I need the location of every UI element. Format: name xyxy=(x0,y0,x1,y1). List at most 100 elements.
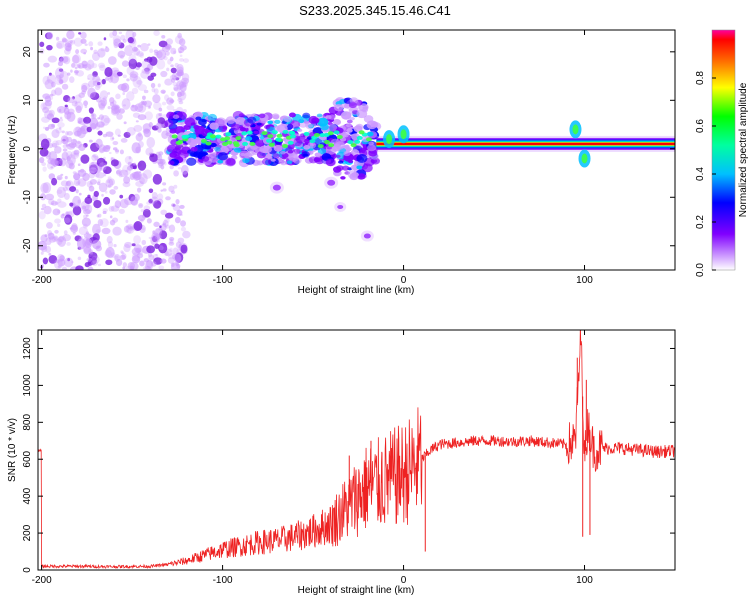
noise-blob xyxy=(42,166,47,172)
noise-blob xyxy=(121,251,125,255)
noise-blob xyxy=(180,226,187,232)
noise-blob xyxy=(72,205,82,216)
noise-blob xyxy=(93,199,102,209)
noise-blob xyxy=(151,236,158,243)
noise-blob xyxy=(128,156,132,160)
band-core-blob xyxy=(289,134,296,139)
noise-blob xyxy=(62,38,68,43)
band-blob xyxy=(190,146,198,152)
noise-blob xyxy=(137,84,148,91)
noise-blob xyxy=(125,219,129,223)
noise-blob xyxy=(73,152,79,157)
band-blob xyxy=(225,157,236,167)
noise-blob xyxy=(129,261,139,270)
band-blob xyxy=(356,109,368,119)
noise-blob xyxy=(152,230,156,235)
band-blob xyxy=(214,146,221,152)
band-blob xyxy=(280,150,286,155)
band-blob xyxy=(167,160,175,166)
band-blob xyxy=(343,144,350,149)
band-blob xyxy=(228,144,235,149)
noise-blob xyxy=(114,254,121,262)
snr-frame xyxy=(37,329,676,571)
noise-blob xyxy=(152,94,161,104)
noise-blob xyxy=(154,243,160,249)
disturbance-core xyxy=(572,124,579,135)
noise-blob xyxy=(179,91,185,97)
noise-blob xyxy=(67,39,71,42)
noise-blob xyxy=(74,130,82,137)
noise-blob xyxy=(54,218,61,224)
noise-blob xyxy=(171,203,176,208)
noise-blob xyxy=(114,255,119,260)
noise-blob xyxy=(171,190,176,194)
noise-blob xyxy=(92,75,101,83)
noise-blob xyxy=(136,51,144,57)
noise-blob xyxy=(104,47,110,53)
noise-blob xyxy=(39,156,45,164)
noise-blob xyxy=(51,203,55,206)
noise-blob xyxy=(109,215,113,219)
spectrogram-y-tick-label: 20 xyxy=(22,46,33,58)
noise-blob xyxy=(165,196,171,201)
band-core-blob xyxy=(205,141,212,146)
noise-blob xyxy=(115,170,121,175)
noise-blob xyxy=(52,208,61,216)
noise-blob xyxy=(59,118,64,122)
colorbar-ticks: 0.0 0.2 0.4 0.6 0.8 xyxy=(695,71,716,277)
noise-blob xyxy=(110,135,115,141)
noise-blob xyxy=(96,157,106,167)
noise-blob xyxy=(40,264,45,268)
band-core-blob xyxy=(309,139,316,144)
snr-x-ticks: -200 -100 0 100 xyxy=(32,330,593,586)
noise-blob xyxy=(177,237,185,244)
noise-blob xyxy=(119,54,125,60)
noise-blob xyxy=(117,134,121,137)
noise-blob xyxy=(105,144,111,150)
noise-blob xyxy=(65,143,70,147)
isolated-blob xyxy=(272,184,281,191)
noise-blob xyxy=(105,246,115,258)
noise-blob xyxy=(122,74,127,79)
noise-blob xyxy=(101,78,106,85)
band-core-blob xyxy=(249,141,256,146)
band-blob xyxy=(176,117,183,122)
noise-blob xyxy=(157,193,164,201)
noise-blob xyxy=(48,252,52,256)
noise-blob xyxy=(68,162,75,170)
noise-blob xyxy=(176,264,181,269)
noise-blob xyxy=(76,70,85,77)
band-blob xyxy=(366,131,374,137)
noise-blob xyxy=(97,130,103,136)
noise-blob xyxy=(54,87,63,96)
noise-blob xyxy=(178,38,186,46)
noise-blob xyxy=(77,163,81,167)
band-blob xyxy=(307,123,314,128)
noise-blob xyxy=(44,79,54,90)
noise-blob xyxy=(76,238,86,250)
noise-blob xyxy=(42,182,52,194)
noise-blob xyxy=(145,147,154,156)
noise-blob xyxy=(55,74,62,81)
noise-blob xyxy=(160,258,167,264)
noise-blob xyxy=(68,142,77,148)
noise-blob xyxy=(57,235,67,247)
snr-y-axis-label: SNR (10 * v/v) xyxy=(7,418,18,482)
snr-y-tick-label: 0 xyxy=(22,567,33,573)
noise-blob xyxy=(78,32,82,35)
noise-blob xyxy=(172,81,178,87)
noise-blob xyxy=(71,63,76,68)
noise-blob xyxy=(168,224,176,233)
snr-y-tick-label: 1000 xyxy=(22,374,33,397)
noise-blob xyxy=(103,166,112,175)
noise-blob xyxy=(77,117,83,124)
noise-blob xyxy=(67,97,75,104)
noise-blob xyxy=(104,67,113,78)
noise-blob xyxy=(75,181,80,185)
noise-blob xyxy=(180,244,188,254)
noise-blob xyxy=(90,260,98,266)
noise-blob xyxy=(99,124,105,128)
band-core-blob xyxy=(261,131,268,136)
band-core-blob xyxy=(287,140,294,145)
noise-blob xyxy=(144,111,153,121)
